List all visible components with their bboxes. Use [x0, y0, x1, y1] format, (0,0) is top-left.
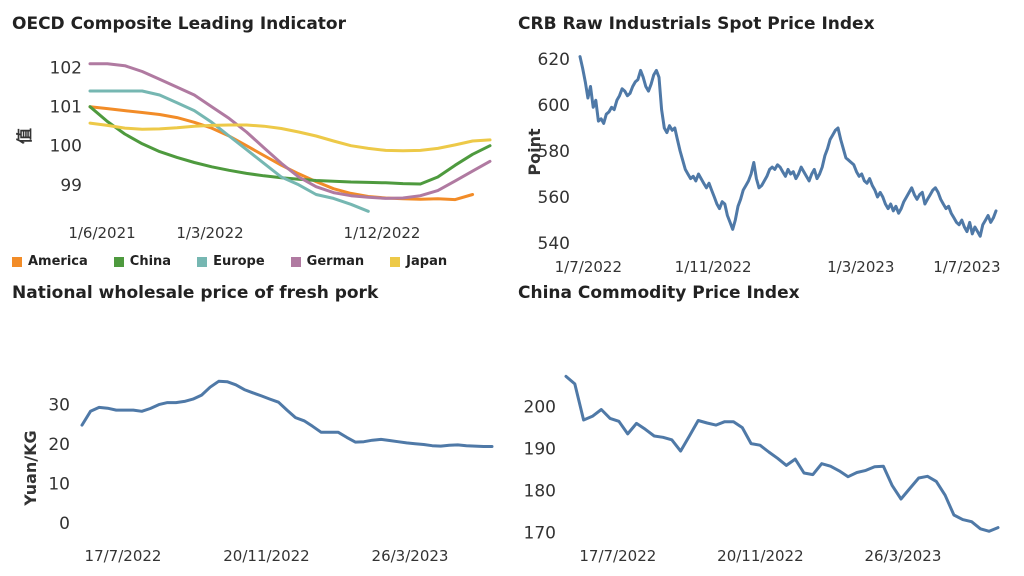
y-tick-label: 0 — [59, 514, 70, 534]
y-axis-title: Yuan/KG — [21, 430, 40, 506]
series-line-america — [88, 105, 475, 202]
ccpi-chart: 170 180 190 200 17/7/2022 20/11/2022 26/3/2023 — [524, 374, 1000, 565]
series-line — [564, 374, 1000, 533]
ccpi-panel: China Commodity Price Index 170 180 190 200… — [518, 283, 1018, 573]
legend-swatch — [390, 256, 401, 267]
legend-item-america: America — [12, 254, 88, 269]
x-tick-label: 20/11/2022 — [223, 547, 309, 565]
series-line-japan — [88, 121, 492, 153]
legend-label: German — [306, 254, 365, 269]
x-tick-label: 1/3/2022 — [176, 224, 243, 242]
x-tick-label: 1/3/2023 — [827, 258, 894, 276]
y-tick-label: 600 — [538, 96, 570, 116]
legend-item-europe: Europe — [197, 254, 265, 269]
y-tick-label: 30 — [48, 396, 70, 416]
series-line-europe — [88, 89, 370, 213]
y-axis-title: Point — [525, 128, 544, 176]
crb-panel: CRB Raw Industrials Spot Price Index Poi… — [518, 14, 1018, 276]
legend-swatch — [12, 256, 22, 267]
legend-item-german: German — [290, 254, 365, 269]
y-tick-label: 102 — [50, 59, 82, 79]
y-tick-label: 170 — [524, 524, 556, 544]
x-tick-label: 1/12/2022 — [344, 224, 421, 242]
legend: America China Europe German Japan — [12, 254, 473, 269]
legend-label: China — [129, 254, 172, 269]
x-tick-label: 1/11/2022 — [675, 258, 752, 276]
oecd-chart: 值 99 100 101 102 1/6/2021 1/3/2022 1/12/2022 — [15, 59, 492, 242]
pork-panel: National wholesale price of fresh pork Y… — [12, 283, 502, 573]
legend-label: Europe — [213, 254, 265, 269]
x-tick-label: 26/3/2023 — [372, 547, 449, 565]
y-tick-label: 190 — [524, 440, 556, 460]
x-tick-label: 1/6/2021 — [68, 224, 135, 242]
y-tick-label: 101 — [50, 98, 82, 118]
chart-title: National wholesale price of fresh pork — [12, 283, 379, 303]
legend-swatch — [290, 256, 301, 267]
y-tick-label: 200 — [524, 398, 556, 418]
series-line-china — [88, 105, 492, 186]
y-tick-label: 100 — [50, 137, 82, 157]
y-tick-label: 99 — [60, 176, 82, 196]
y-tick-label: 540 — [538, 234, 570, 254]
x-tick-label: 1/7/2022 — [555, 258, 622, 276]
y-tick-label: 10 — [48, 475, 70, 495]
x-tick-label: 26/3/2023 — [864, 547, 941, 565]
y-tick-label: 580 — [538, 142, 570, 162]
oecd-panel: OECD Composite Leading Indicator 值 99 100 1… — [12, 14, 502, 269]
series-line — [578, 55, 998, 238]
x-tick-label: 20/11/2022 — [717, 547, 803, 565]
x-tick-label: 17/7/2022 — [85, 547, 162, 565]
y-tick-label: 20 — [48, 435, 70, 455]
legend-swatch — [197, 256, 208, 267]
legend-label: America — [28, 254, 88, 269]
series-line — [80, 379, 494, 448]
y-tick-label: 560 — [538, 188, 570, 208]
y-tick-label: 180 — [524, 482, 556, 502]
chart-title: China Commodity Price Index — [518, 283, 800, 303]
y-tick-label: 620 — [538, 50, 570, 70]
chart-title: OECD Composite Leading Indicator — [12, 14, 346, 34]
series-line-german — [88, 62, 492, 200]
legend-label: Japan — [406, 254, 448, 269]
y-axis-title: 值 — [15, 128, 34, 144]
legend-item-japan: Japan — [390, 254, 447, 269]
legend-swatch — [113, 256, 124, 267]
legend-item-china: China — [113, 254, 172, 269]
pork-chart: Yuan/KG 0 10 20 30 17/7/2022 20/11/2022 26/3/20… — [21, 379, 494, 565]
crb-chart: Point 540 560 580 600 620 1/7/2022 1/11/2022 1/3… — [525, 50, 1001, 276]
x-tick-label: 17/7/2022 — [579, 547, 656, 565]
chart-title: CRB Raw Industrials Spot Price Index — [518, 14, 875, 34]
x-tick-label: 1/7/2023 — [933, 258, 1000, 276]
